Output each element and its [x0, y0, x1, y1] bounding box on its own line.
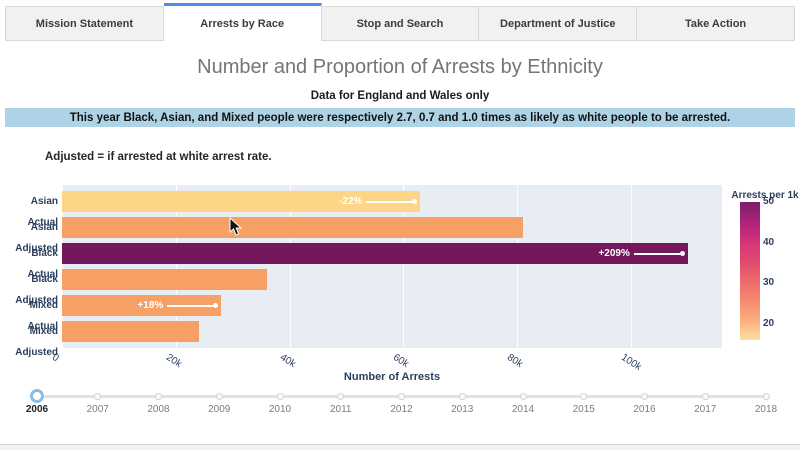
- tab-stop-and-search[interactable]: Stop and Search: [321, 6, 480, 41]
- bar-chart-plot-area[interactable]: -22% +209% +18%: [62, 185, 722, 348]
- gridline: [175, 185, 177, 348]
- year-label-2013[interactable]: 2013: [451, 404, 474, 415]
- pct-change-annotation: +209%: [598, 243, 685, 264]
- year-label-2011[interactable]: 2011: [329, 404, 352, 415]
- annotation-dot: [412, 199, 418, 204]
- pct-change-annotation: +18%: [137, 295, 219, 316]
- x-tick-label: 40k: [277, 352, 298, 371]
- tab-take-action[interactable]: Take Action: [637, 6, 795, 41]
- x-tick-label: 100k: [618, 352, 644, 374]
- year-slider-step[interactable]: [155, 393, 162, 400]
- year-label-2017[interactable]: 2017: [694, 404, 717, 415]
- tab-mission-statement[interactable]: Mission Statement: [5, 6, 164, 41]
- bar-black-adjusted[interactable]: [62, 269, 267, 290]
- year-label-2015[interactable]: 2015: [572, 404, 595, 415]
- x-tick-label: 80k: [505, 352, 525, 371]
- page-subtitle: Data for England and Wales only: [310, 90, 490, 102]
- stat-banner: This year Black, Asian, and Mixed people…: [5, 108, 795, 127]
- year-slider-handle[interactable]: [30, 389, 44, 403]
- y-axis-label: Asian Adjusted: [15, 222, 58, 254]
- y-axis-label: Mixed Adjusted: [15, 326, 58, 358]
- annotation-line: [633, 252, 680, 255]
- colorbar-tick-label: 30: [763, 277, 775, 289]
- year-slider-step[interactable]: [337, 393, 345, 400]
- year-slider-step[interactable]: [458, 393, 466, 400]
- y-axis-label: Black Adjusted: [15, 274, 58, 306]
- y-axis-label: Black Actual: [27, 248, 58, 280]
- x-tick-label: 60k: [391, 352, 411, 371]
- horizontal-scrollbar[interactable]: [0, 444, 800, 450]
- pct-change-label: +209%: [598, 248, 630, 259]
- y-axis-label: Asian Actual: [27, 196, 58, 228]
- tab-bar: Mission Statement Arrests by Race Stop and…: [5, 3, 795, 41]
- annotation-line: [167, 304, 214, 307]
- bar-asian-adjusted[interactable]: [62, 217, 523, 238]
- gridline: [403, 185, 405, 348]
- x-tick-label: 20k: [163, 352, 184, 371]
- colorbar-tick-label: 20: [763, 317, 775, 329]
- year-slider-step[interactable]: [701, 393, 709, 400]
- gridline: [62, 185, 63, 348]
- bar-asian-actual[interactable]: -22%: [62, 191, 421, 212]
- year-label-2016[interactable]: 2016: [633, 404, 656, 415]
- year-label-2018[interactable]: 2018: [754, 404, 778, 415]
- bar-mixed-adjusted[interactable]: [62, 321, 199, 342]
- gridline: [630, 185, 632, 348]
- pct-change-label: +18%: [137, 300, 164, 311]
- page-title: Number and Proportion of Arrests by Ethn…: [197, 56, 603, 78]
- year-slider-step[interactable]: [94, 393, 102, 400]
- year-slider-step[interactable]: [398, 393, 405, 400]
- colorbar-tick-label: 40: [763, 236, 775, 248]
- year-slider-step[interactable]: [580, 393, 588, 400]
- year-label-2010[interactable]: 2010: [268, 404, 292, 415]
- bar-black-actual[interactable]: +209%: [62, 243, 688, 264]
- year-label-2012[interactable]: 2012: [390, 404, 413, 415]
- colorbar-tick-label: 50: [763, 196, 775, 207]
- adjusted-note: Adjusted = if arrested at white arrest r…: [45, 151, 272, 163]
- year-label-2008[interactable]: 2008: [147, 404, 170, 415]
- annotation-dot: [679, 251, 685, 256]
- year-label-2007[interactable]: 2007: [86, 404, 109, 415]
- colorbar-title: Arrests per 1k: [731, 190, 799, 201]
- bar-mixed-actual[interactable]: +18%: [62, 295, 222, 316]
- colorbar-gradient: [740, 202, 760, 340]
- year-slider-step[interactable]: [519, 393, 527, 400]
- year-slider-step[interactable]: [641, 393, 648, 400]
- gridline: [289, 185, 291, 348]
- year-slider-step[interactable]: [762, 393, 770, 400]
- gridline: [517, 185, 519, 348]
- y-axis-label: Mixed Actual: [27, 300, 58, 332]
- year-label-2006[interactable]: 2006: [25, 404, 49, 415]
- year-label-2009[interactable]: 2009: [208, 404, 231, 415]
- tab-department-of-justice[interactable]: Department of Justice: [479, 6, 638, 41]
- annotation-dot: [213, 303, 219, 308]
- mouse-cursor: [229, 217, 243, 236]
- year-slider-step[interactable]: [215, 393, 223, 400]
- annotation-line: [366, 200, 413, 203]
- pct-change-label: -22%: [339, 196, 363, 207]
- x-axis-title: Number of Arrests: [343, 371, 441, 383]
- year-slider-step[interactable]: [276, 393, 284, 400]
- year-label-2014[interactable]: 2014: [511, 404, 535, 415]
- tab-arrests-by-race[interactable]: Arrests by Race: [163, 3, 322, 41]
- pct-change-annotation: -22%: [339, 191, 418, 212]
